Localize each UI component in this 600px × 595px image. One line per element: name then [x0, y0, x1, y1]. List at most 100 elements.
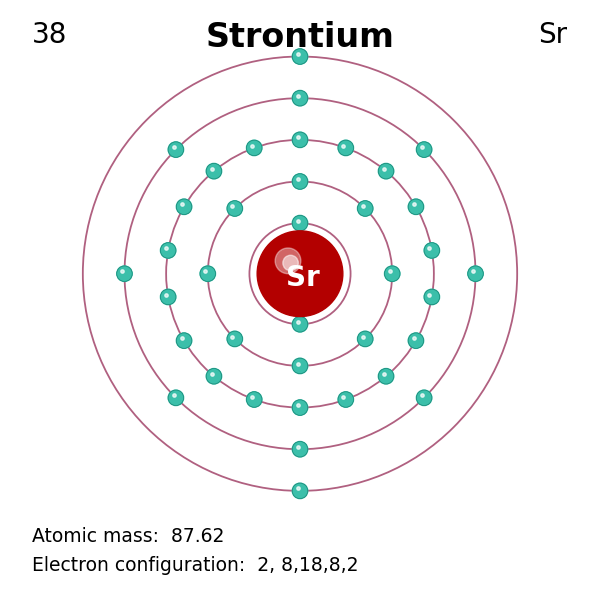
Circle shape	[206, 164, 221, 179]
Point	[293, 91, 302, 101]
Circle shape	[206, 368, 221, 384]
Circle shape	[286, 259, 301, 274]
Point	[161, 290, 170, 299]
Circle shape	[292, 441, 308, 457]
Circle shape	[257, 231, 343, 317]
Circle shape	[424, 289, 440, 305]
Circle shape	[270, 244, 323, 298]
Point	[338, 392, 348, 402]
Circle shape	[290, 264, 293, 267]
Point	[379, 369, 388, 378]
Point	[417, 142, 427, 152]
Circle shape	[274, 248, 317, 291]
Circle shape	[259, 233, 340, 314]
Point	[200, 267, 210, 276]
Point	[385, 267, 395, 276]
Text: Atomic mass:  87.62: Atomic mass: 87.62	[32, 527, 224, 546]
Circle shape	[160, 243, 176, 258]
Circle shape	[292, 400, 308, 415]
Circle shape	[200, 266, 215, 281]
Circle shape	[280, 253, 310, 283]
Point	[247, 141, 257, 151]
Circle shape	[265, 239, 331, 305]
Circle shape	[416, 390, 432, 406]
Point	[293, 400, 302, 410]
Circle shape	[160, 289, 176, 305]
Point	[409, 333, 418, 343]
Circle shape	[338, 392, 353, 407]
Circle shape	[288, 262, 296, 270]
Circle shape	[275, 249, 316, 290]
Text: Strontium: Strontium	[206, 21, 394, 54]
Circle shape	[258, 231, 341, 315]
Point	[358, 201, 368, 211]
Text: 38: 38	[32, 21, 68, 49]
Point	[207, 369, 217, 378]
Circle shape	[176, 199, 192, 214]
Circle shape	[286, 260, 299, 273]
Point	[227, 332, 237, 342]
Circle shape	[269, 243, 325, 299]
Text: Sr: Sr	[539, 21, 568, 49]
Circle shape	[168, 390, 184, 406]
Circle shape	[227, 331, 242, 347]
Circle shape	[424, 243, 440, 258]
Circle shape	[358, 201, 373, 216]
Circle shape	[281, 255, 307, 281]
Circle shape	[247, 140, 262, 156]
Point	[169, 142, 178, 152]
Point	[227, 201, 237, 211]
Circle shape	[408, 199, 424, 215]
Point	[293, 359, 302, 368]
Circle shape	[416, 142, 432, 157]
Circle shape	[468, 266, 483, 281]
Circle shape	[264, 238, 332, 306]
Circle shape	[262, 235, 337, 310]
Point	[247, 392, 257, 402]
Circle shape	[287, 261, 298, 271]
Circle shape	[338, 140, 353, 156]
Point	[117, 267, 127, 276]
Circle shape	[262, 236, 335, 309]
Point	[161, 243, 170, 253]
Circle shape	[266, 239, 330, 303]
Point	[293, 442, 302, 452]
Point	[293, 174, 302, 184]
Circle shape	[282, 256, 305, 279]
Circle shape	[268, 241, 328, 301]
Circle shape	[271, 245, 322, 296]
Circle shape	[168, 142, 184, 157]
Point	[358, 332, 368, 342]
Circle shape	[292, 483, 308, 499]
Circle shape	[292, 358, 308, 374]
Point	[207, 164, 217, 174]
Circle shape	[289, 262, 295, 269]
Circle shape	[379, 368, 394, 384]
Point	[425, 243, 434, 253]
Circle shape	[263, 237, 334, 308]
Point	[338, 141, 348, 151]
Circle shape	[284, 258, 303, 277]
Circle shape	[292, 215, 308, 231]
Circle shape	[227, 201, 242, 216]
Point	[409, 200, 418, 209]
Circle shape	[292, 49, 308, 64]
Point	[293, 484, 302, 493]
Circle shape	[358, 331, 373, 347]
Point	[293, 216, 302, 226]
Circle shape	[385, 266, 400, 281]
Point	[177, 199, 187, 209]
Point	[425, 290, 434, 299]
Circle shape	[283, 255, 298, 271]
Circle shape	[260, 234, 338, 311]
Text: Sr: Sr	[286, 264, 320, 293]
Circle shape	[117, 266, 132, 281]
Text: Electron configuration:  2, 8,18,8,2: Electron configuration: 2, 8,18,8,2	[32, 556, 359, 575]
Point	[469, 267, 478, 276]
Circle shape	[292, 132, 308, 148]
Point	[379, 164, 388, 174]
Point	[169, 391, 178, 400]
Circle shape	[408, 333, 424, 349]
Circle shape	[379, 164, 394, 179]
Circle shape	[275, 248, 301, 274]
